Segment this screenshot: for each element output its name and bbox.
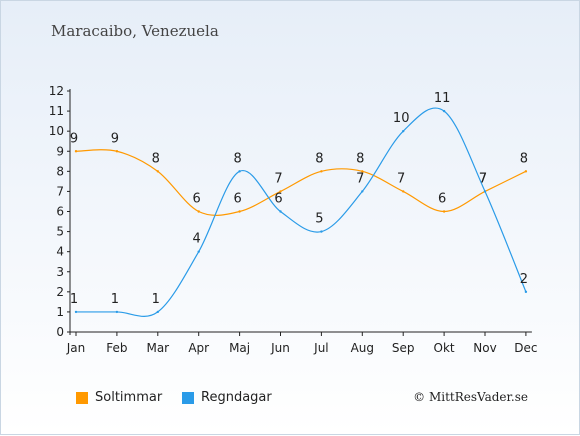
data-label-soltimmar: 7 [274,171,282,186]
legend-swatch-soltimmar [76,391,88,404]
data-label-regndagar: 8 [233,151,241,166]
x-tick-label: Dec [514,341,537,355]
y-tick-label: 3 [56,265,64,279]
copyright-text: © MittResVader.se [413,390,528,404]
data-label-regndagar: 4 [193,232,201,247]
y-tick-label: 2 [56,285,64,299]
data-point-soltimmar [74,150,78,153]
data-label-regndagar: 1 [111,292,119,307]
data-label-soltimmar: 8 [315,151,323,166]
y-tick-label: 4 [56,245,64,259]
x-tick-label: Maj [229,341,250,355]
legend-item-regndagar: Regndagar [182,390,272,405]
data-point-soltimmar [279,190,282,193]
data-label-regndagar: 10 [393,111,410,126]
x-tick-label: Jan [66,341,86,355]
data-point-regndagar [279,210,282,213]
x-tick-label: Apr [188,341,209,355]
data-point-regndagar [402,129,405,133]
y-tick-label: 0 [56,325,64,339]
data-label-soltimmar: 6 [438,192,446,207]
data-point-soltimmar [238,210,241,213]
legend-label-regndagar: Regndagar [201,390,272,405]
data-label-regndagar: 2 [520,272,528,287]
x-tick-label: Nov [473,341,496,355]
data-label-regndagar: 1 [70,292,78,307]
x-tick-label: Jul [313,341,328,355]
data-point-soltimmar [115,150,119,153]
data-point-soltimmar [361,170,364,173]
data-label-soltimmar: 7 [397,171,405,186]
legend-item-soltimmar: Soltimmar [76,390,162,405]
x-tick-label: Jun [270,341,290,355]
y-tick-label: 11 [49,104,64,118]
data-label-regndagar: 11 [434,91,451,106]
y-tick-label: 8 [56,164,64,178]
data-point-regndagar [524,290,528,294]
data-label-soltimmar: 9 [70,131,78,146]
data-point-regndagar [483,190,487,193]
x-tick-label: Okt [434,341,455,355]
data-point-regndagar [115,310,119,314]
data-point-regndagar [156,310,159,314]
y-tick-label: 10 [49,124,64,138]
y-tick-label: 12 [49,84,64,98]
series-line-soltimmar [75,149,527,216]
data-label-soltimmar: 8 [152,151,160,166]
data-label-soltimmar: 8 [520,151,528,166]
legend-label-soltimmar: Soltimmar [95,390,163,405]
data-point-soltimmar [524,170,528,173]
data-label-soltimmar: 7 [479,171,487,186]
data-point-regndagar [442,109,446,113]
data-point-soltimmar [402,190,405,193]
y-tick-label: 9 [56,144,64,158]
data-point-soltimmar [156,170,159,173]
y-tick-label: 1 [56,305,64,319]
data-point-regndagar [320,230,323,233]
data-label-regndagar: 7 [479,171,487,186]
legend-swatch-regndagar [182,391,194,404]
data-label-soltimmar: 9 [111,131,119,146]
y-tick-label: 7 [56,184,64,198]
data-label-regndagar: 5 [315,212,323,227]
data-label-soltimmar: 6 [193,192,201,207]
data-label-regndagar: 1 [152,292,160,307]
chart-title: Maracaibo, Venezuela [51,22,219,40]
y-tick-label: 6 [56,205,64,219]
series-line-regndagar [76,107,527,317]
x-tick-label: Mar [146,341,169,355]
data-label-soltimmar: 6 [233,192,241,207]
x-tick-label: Sep [392,341,415,355]
data-point-regndagar [361,190,364,193]
data-point-soltimmar [320,170,323,173]
data-label-regndagar: 6 [274,192,282,207]
data-point-regndagar [238,170,241,173]
data-label-regndagar: 7 [356,171,364,186]
data-point-regndagar [197,250,200,253]
data-label-soltimmar: 8 [356,151,364,166]
x-tick-label: Aug [351,341,374,355]
data-point-soltimmar [442,210,446,213]
y-tick-label: 5 [56,225,64,239]
x-tick-label: Feb [106,341,127,355]
data-point-regndagar [74,310,78,314]
data-point-soltimmar [197,210,200,213]
